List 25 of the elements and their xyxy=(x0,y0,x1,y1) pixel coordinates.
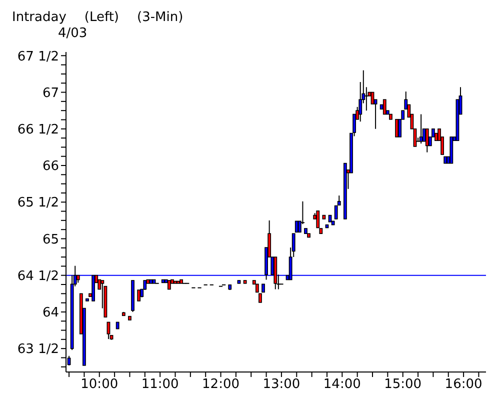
candlestick xyxy=(425,128,429,153)
x-tick-label: 11:00 xyxy=(141,377,179,392)
y-tick-label: 63 1/2 xyxy=(17,342,59,358)
y-tick-label: 64 1/2 xyxy=(17,268,59,284)
x-tick-label: 15:00 xyxy=(384,377,422,392)
y-tick-label: 65 1/2 xyxy=(17,196,59,211)
chart-subtitle: 4/03 xyxy=(58,26,88,41)
x-tick-label: 13:00 xyxy=(262,377,300,392)
x-tick-label: 14:00 xyxy=(323,377,361,392)
candlestick xyxy=(382,99,386,115)
candlestick xyxy=(137,290,141,302)
x-tick-label: 10:00 xyxy=(80,377,118,392)
x-tick-label: 16:00 xyxy=(444,377,482,392)
text: (3-Min) xyxy=(137,10,184,25)
chart-title: Intraday xyxy=(12,10,66,25)
candlestick xyxy=(370,92,374,104)
text: (Left) xyxy=(84,10,120,25)
candlestick xyxy=(395,118,398,138)
y-tick-label: 66 1/2 xyxy=(17,122,59,138)
y-tick-label: 67 xyxy=(42,86,59,101)
y-tick-label: 65 xyxy=(42,232,59,248)
y-tick-label: 64 xyxy=(42,306,59,321)
y-tick-label: 66 xyxy=(42,159,59,174)
x-tick-label: 12:00 xyxy=(202,377,240,392)
y-tick-label: 67 1/2 xyxy=(17,49,59,64)
